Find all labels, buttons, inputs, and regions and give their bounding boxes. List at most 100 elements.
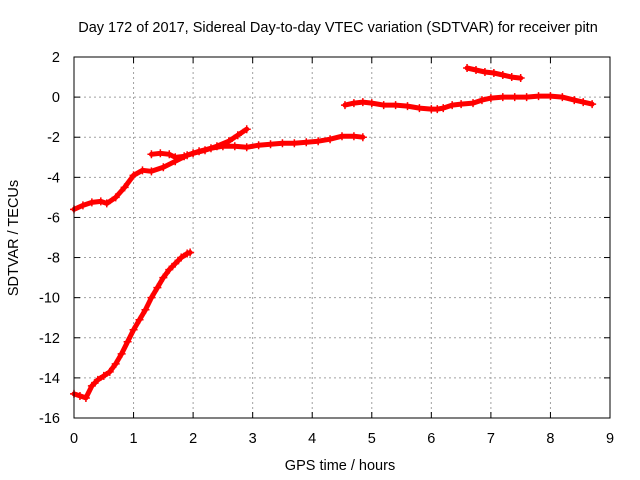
data-point	[233, 131, 242, 140]
data-point	[433, 105, 442, 114]
data-point	[588, 100, 597, 109]
data-point	[242, 125, 251, 134]
data-point	[93, 375, 102, 384]
x-axis-label: GPS time / hours	[285, 458, 395, 474]
data-point	[242, 143, 251, 152]
data-point	[290, 139, 299, 148]
data-point	[81, 393, 90, 402]
data-point	[477, 96, 486, 105]
data-point	[472, 66, 480, 75]
data-point	[159, 273, 168, 282]
data-point	[171, 153, 180, 162]
data-point	[75, 391, 84, 400]
x-tick-label: 1	[130, 431, 138, 447]
y-tick-label: -14	[39, 371, 60, 387]
x-tick-label: 0	[70, 431, 78, 447]
data-point	[379, 101, 388, 110]
grid	[74, 57, 610, 418]
data-point	[87, 381, 96, 390]
data-point	[105, 367, 114, 376]
data-point	[463, 64, 472, 73]
data-point	[224, 137, 233, 146]
data-point	[415, 104, 424, 113]
data-point	[87, 198, 96, 207]
data-point	[558, 93, 567, 102]
y-tick-label: -10	[39, 291, 60, 307]
x-tick-label: 6	[427, 431, 435, 447]
data-point	[254, 141, 263, 150]
data-point	[201, 146, 210, 155]
data-point	[78, 201, 87, 210]
data-point	[165, 265, 174, 274]
data-point	[138, 166, 147, 175]
data-point	[102, 199, 111, 208]
axis-ticks: 0 1 2 3 4 5 6 7 8 9 -16 -14 -12 -10 -8 -6 -4 -2 0 2	[39, 50, 614, 447]
y-tick-label: -6	[47, 210, 60, 226]
data-point	[510, 93, 519, 102]
data-point	[570, 96, 579, 105]
x-tick-label: 7	[487, 431, 495, 447]
y-tick-label: -12	[39, 331, 60, 347]
data-points	[70, 64, 597, 402]
x-tick-label: 8	[546, 431, 554, 447]
series-trail	[148, 126, 250, 160]
data-point	[349, 132, 358, 141]
data-point	[186, 248, 195, 257]
data-point	[439, 104, 448, 113]
data-point	[507, 73, 516, 82]
data-point	[129, 171, 138, 180]
y-tick-label: -8	[47, 251, 60, 267]
data-point	[489, 69, 498, 78]
data-point	[302, 138, 311, 147]
y-tick-label: -4	[47, 170, 60, 186]
data-point	[129, 325, 138, 334]
data-point	[212, 142, 221, 151]
series-3	[70, 248, 195, 402]
series-5	[463, 64, 525, 83]
data-point	[367, 99, 376, 108]
data-point	[99, 371, 108, 380]
data-point	[111, 193, 120, 202]
data-point	[403, 102, 412, 111]
data-point	[141, 305, 150, 314]
data-point	[230, 142, 239, 151]
series-4	[340, 92, 597, 114]
data-point	[534, 92, 543, 101]
data-point	[180, 152, 189, 161]
data-point	[358, 133, 367, 142]
data-point	[111, 359, 120, 368]
x-tick-label: 4	[308, 431, 316, 447]
data-point	[156, 149, 165, 158]
data-point	[579, 98, 588, 107]
data-point	[522, 93, 531, 102]
data-point	[171, 259, 180, 268]
data-point	[96, 197, 105, 206]
data-point	[189, 149, 198, 158]
y-tick-label: -16	[39, 411, 60, 427]
data-point	[165, 150, 174, 159]
plot-frame	[73, 56, 611, 419]
data-point	[147, 167, 156, 176]
data-point	[546, 92, 555, 101]
data-point	[147, 150, 156, 159]
x-tick-label: 5	[368, 431, 376, 447]
y-tick-label: -2	[47, 130, 60, 146]
data-point	[486, 94, 495, 103]
data-point	[135, 315, 144, 324]
data-point	[358, 98, 367, 107]
x-tick-label: 3	[249, 431, 257, 447]
chart-title: Day 172 of 2017, Sidereal Day-to-day VTE…	[78, 20, 598, 36]
data-point	[480, 68, 489, 77]
series-trail	[71, 250, 193, 401]
data-point	[177, 253, 186, 262]
data-point	[469, 99, 478, 108]
data-point	[349, 99, 358, 108]
data-point	[120, 183, 129, 192]
data-point	[448, 101, 457, 110]
data-point	[340, 101, 349, 110]
series-trail	[342, 93, 595, 112]
data-point	[159, 163, 168, 172]
data-point	[498, 71, 507, 80]
data-point	[326, 135, 335, 144]
